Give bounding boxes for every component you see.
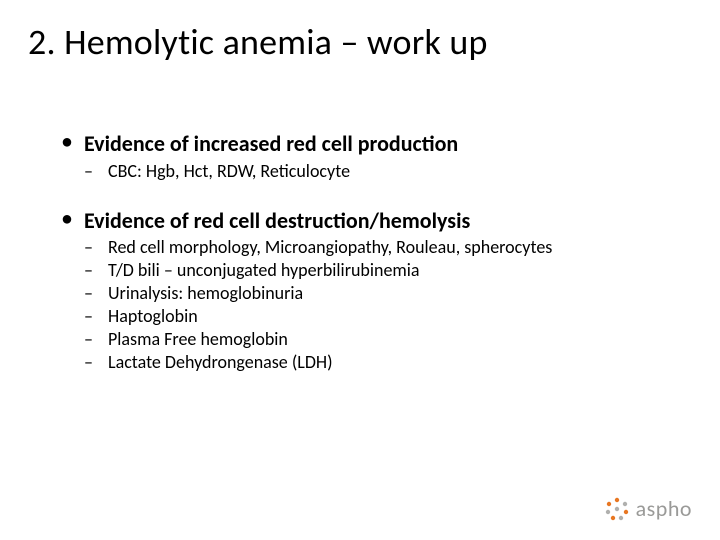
section-0: Evidence of increased red cell productio… [62,130,662,183]
list-item: Lactate Dehydrongenase (LDH) [84,351,662,374]
section-1: Evidence of red cell destruction/hemolys… [62,207,662,375]
list-item: Haptoglobin [84,305,662,328]
list-item: Urinalysis: hemoglobinuria [84,282,662,305]
sub-list: Red cell morphology, Microangiopathy, Ro… [84,236,662,374]
list-item: Red cell morphology, Microangiopathy, Ro… [84,236,662,259]
aspho-logo-icon [604,496,630,522]
section-heading: Evidence of increased red cell productio… [62,130,662,158]
logo: aspho [604,495,692,522]
list-item: T/D bili – unconjugated hyperbilirubinem… [84,259,662,282]
sub-list: CBC: Hgb, Hct, RDW, Reticulocyte [84,160,662,183]
slide-title: 2. Hemolytic anemia – work up [28,20,488,64]
content-area: Evidence of increased red cell productio… [62,130,662,398]
logo-text: aspho [636,495,692,522]
list-item: CBC: Hgb, Hct, RDW, Reticulocyte [84,160,662,183]
section-heading: Evidence of red cell destruction/hemolys… [62,207,662,235]
list-item: Plasma Free hemoglobin [84,328,662,351]
